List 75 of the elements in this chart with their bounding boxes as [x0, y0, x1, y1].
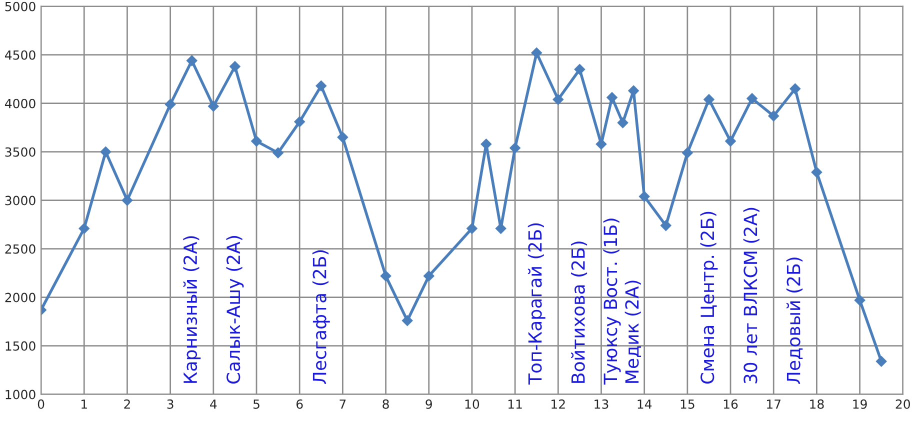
point	[337, 132, 348, 143]
x-tick-label: 13	[594, 399, 608, 409]
point	[316, 80, 327, 92]
x-tick-label: 17	[767, 400, 780, 409]
y-tick-label: 3000	[5, 196, 36, 206]
point	[606, 92, 618, 103]
point	[628, 85, 639, 96]
point	[704, 94, 714, 105]
y-tick-label: 4000	[4, 98, 36, 108]
y-tick-label: 5000	[5, 2, 36, 12]
x-tick-label: 16	[724, 399, 738, 409]
point	[854, 294, 866, 306]
x-tick-label: 9	[426, 399, 432, 409]
point	[423, 270, 434, 282]
annotation: 30 лет ВЛКСМ (2А)	[743, 208, 760, 384]
y-tick-label: 3500	[5, 147, 36, 157]
point	[574, 64, 586, 75]
point	[122, 194, 133, 206]
annotation: Медик (2А)	[624, 280, 642, 383]
x-tick-label: 0	[38, 399, 44, 409]
x-tick-label: 12	[552, 399, 565, 409]
point	[294, 116, 306, 128]
x-tick-label: 18	[810, 399, 824, 409]
point	[811, 166, 822, 178]
annotation: Смена Центр. (2Б)	[700, 212, 718, 384]
point	[100, 146, 112, 158]
point	[725, 136, 736, 147]
point	[531, 47, 542, 58]
point	[230, 61, 240, 72]
point	[617, 117, 628, 128]
x-tick-label: 3	[167, 399, 174, 409]
point	[402, 315, 413, 326]
x-tick-label: 2	[124, 399, 130, 409]
point	[790, 83, 801, 94]
annotation: Войтихова (2Б)	[570, 242, 588, 383]
x-tick-label: 11	[508, 400, 522, 409]
x-tick-label: 14	[638, 400, 652, 409]
point	[466, 223, 478, 234]
x-tick-label: 1	[82, 400, 87, 409]
point	[380, 270, 392, 282]
point	[510, 142, 520, 154]
point	[208, 100, 219, 112]
annotation: Салык-Ашу (2А)	[226, 236, 244, 384]
x-tick-label: 6	[296, 399, 303, 409]
point	[186, 55, 198, 66]
point	[164, 98, 176, 110]
y-tick-label: 2500	[5, 244, 36, 254]
annotation: Топ-Карагай (2Б)	[528, 223, 546, 385]
annotation: Карнизный (2А)	[183, 236, 201, 383]
x-tick-label: 19	[853, 399, 867, 409]
y-tick-label: 4500	[4, 50, 36, 60]
point	[78, 223, 90, 234]
annotation: Ледовый (2Б)	[786, 258, 803, 384]
x-tick-label: 20	[896, 399, 910, 409]
annotation: Лесгафта (2Б)	[312, 250, 330, 384]
x-tick-label: 7	[340, 400, 346, 409]
point	[495, 223, 506, 234]
y-tick-label: 2000	[5, 292, 36, 302]
point	[876, 356, 887, 367]
x-tick-label: 8	[382, 399, 389, 409]
point	[768, 110, 780, 122]
x-tick-label: 10	[465, 399, 480, 409]
y-tick-label: 1000	[6, 390, 36, 400]
point	[682, 147, 693, 158]
x-tick-label: 4	[210, 400, 217, 409]
point	[272, 147, 284, 158]
point	[638, 191, 650, 202]
point	[552, 94, 564, 105]
x-tick-label: 5	[253, 400, 260, 409]
point	[660, 220, 672, 231]
annotation: Туюксу Вост. (1Б)	[603, 218, 621, 385]
point	[251, 136, 262, 147]
y-tick-label: 1500	[6, 341, 36, 351]
point	[746, 93, 758, 104]
x-tick-label: 15	[680, 400, 694, 409]
